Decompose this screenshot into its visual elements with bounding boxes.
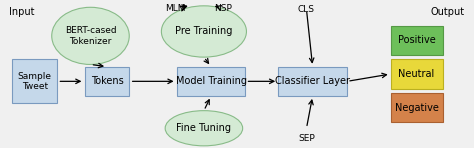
Text: SEP: SEP: [298, 134, 315, 143]
FancyBboxPatch shape: [278, 67, 347, 96]
Text: BERT-cased
Tokenizer: BERT-cased Tokenizer: [64, 26, 116, 46]
FancyBboxPatch shape: [84, 67, 129, 96]
FancyBboxPatch shape: [391, 59, 443, 89]
Text: Sample
Tweet: Sample Tweet: [18, 72, 52, 91]
FancyBboxPatch shape: [177, 67, 245, 96]
Text: Negative: Negative: [395, 103, 438, 113]
Text: Fine Tuning: Fine Tuning: [176, 123, 231, 133]
Text: Output: Output: [431, 7, 465, 17]
Text: Model Training: Model Training: [175, 76, 246, 86]
FancyBboxPatch shape: [391, 93, 443, 122]
FancyBboxPatch shape: [391, 26, 443, 55]
Text: CLS: CLS: [298, 5, 315, 14]
Ellipse shape: [165, 111, 243, 146]
Ellipse shape: [52, 7, 129, 65]
FancyBboxPatch shape: [12, 59, 57, 103]
Text: Classifier Layer: Classifier Layer: [275, 76, 350, 86]
Text: Pre Training: Pre Training: [175, 26, 233, 37]
Text: NSP: NSP: [214, 4, 232, 13]
Ellipse shape: [161, 6, 246, 57]
Text: Positive: Positive: [398, 35, 436, 45]
Text: MLM: MLM: [165, 4, 186, 13]
Text: Tokens: Tokens: [91, 76, 123, 86]
Text: Neutral: Neutral: [399, 69, 435, 79]
Text: Input: Input: [9, 7, 35, 17]
